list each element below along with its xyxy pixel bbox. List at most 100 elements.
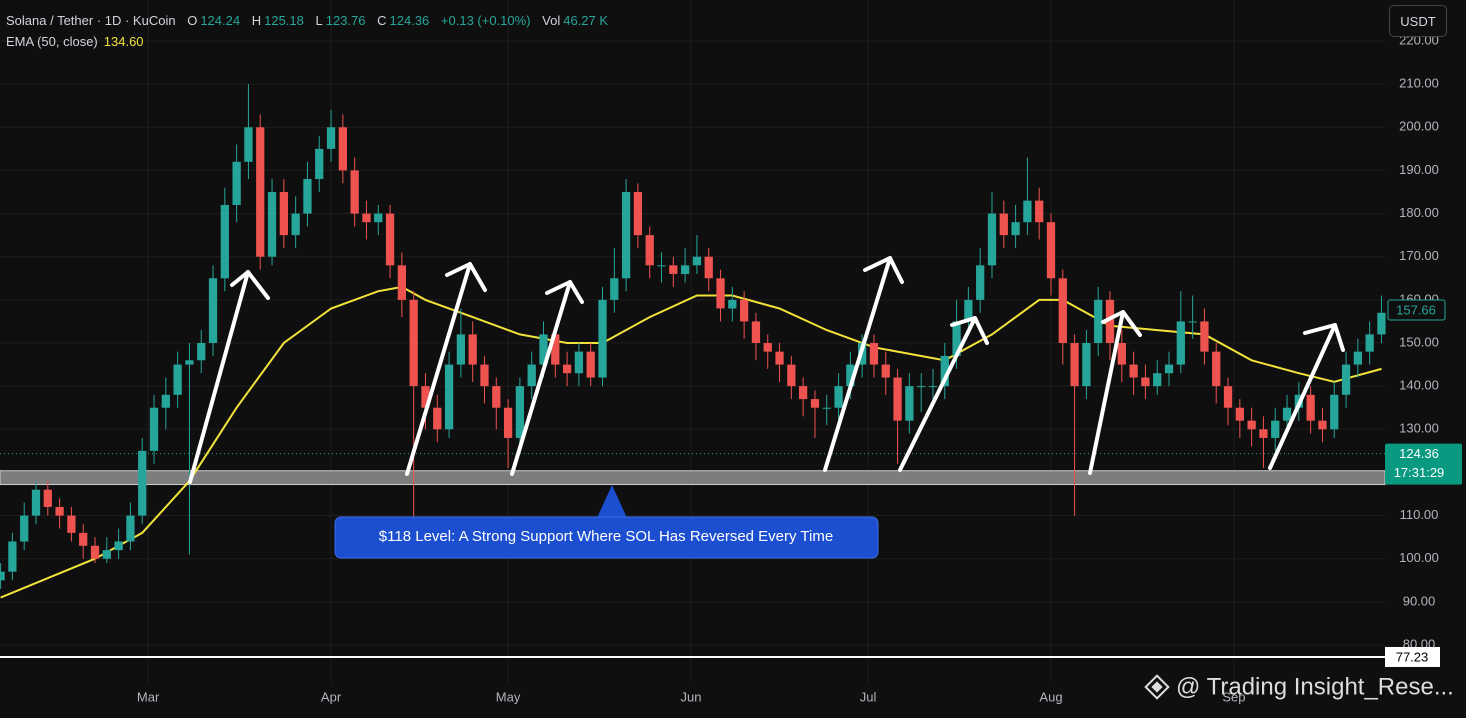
arrow-head bbox=[545, 280, 584, 304]
candle-body bbox=[397, 265, 406, 300]
candle-body bbox=[114, 541, 123, 551]
low-line-box bbox=[1385, 646, 1440, 667]
candle-body bbox=[633, 191, 643, 236]
candle-body bbox=[456, 334, 466, 365]
candle-body bbox=[740, 299, 749, 322]
candle-body bbox=[67, 515, 76, 533]
y-tick-label: 190.00 bbox=[1399, 162, 1439, 177]
candle-body bbox=[1094, 299, 1103, 344]
candle-body bbox=[1141, 377, 1150, 387]
arrow-head bbox=[863, 256, 904, 284]
ema-name: EMA (50, close) bbox=[6, 34, 98, 49]
candle-body bbox=[562, 364, 572, 374]
candle-body bbox=[1330, 394, 1339, 430]
arrows bbox=[188, 256, 1345, 484]
candle-body bbox=[1271, 420, 1280, 438]
candle-body bbox=[574, 351, 584, 374]
candle-body bbox=[680, 265, 690, 274]
candle-body bbox=[303, 179, 312, 214]
grid bbox=[0, 0, 1385, 683]
candle-body bbox=[1070, 343, 1079, 387]
c-label: C bbox=[377, 13, 387, 28]
price-mark-box bbox=[1387, 299, 1446, 321]
candle-body bbox=[1023, 200, 1032, 223]
candle-body bbox=[208, 278, 218, 344]
candle-body bbox=[362, 213, 371, 223]
candle-body bbox=[444, 364, 454, 430]
candle-body bbox=[1176, 321, 1185, 365]
candle-body bbox=[881, 364, 890, 378]
candle-body bbox=[161, 394, 170, 408]
candle-body bbox=[810, 399, 820, 408]
currency-button[interactable]: USDT bbox=[1389, 5, 1447, 37]
candle-body bbox=[1105, 299, 1115, 344]
candle-body bbox=[976, 265, 985, 300]
candle-body bbox=[220, 204, 229, 279]
candle-body bbox=[1188, 321, 1197, 323]
candle-body bbox=[79, 532, 88, 546]
candle-body bbox=[987, 213, 997, 266]
arrow-head bbox=[230, 270, 270, 300]
candle-body bbox=[515, 386, 525, 438]
h-label: H bbox=[251, 13, 262, 28]
low-value: 123.76 bbox=[325, 13, 366, 28]
candle-body bbox=[1235, 407, 1244, 421]
arrow bbox=[188, 270, 250, 484]
candle-body bbox=[503, 407, 513, 438]
candle-body bbox=[1341, 364, 1351, 395]
y-tick-label: 180.00 bbox=[1399, 205, 1439, 220]
candle-body bbox=[1212, 351, 1221, 387]
candle-body bbox=[1365, 334, 1374, 352]
vol-label: Vol bbox=[542, 13, 561, 28]
candle-body bbox=[1035, 200, 1044, 223]
candle-body bbox=[20, 515, 29, 542]
candle-body bbox=[834, 386, 843, 408]
candle-body bbox=[8, 541, 17, 572]
candle-body bbox=[692, 256, 702, 266]
arrow bbox=[823, 256, 892, 472]
candle-body bbox=[421, 386, 430, 408]
watermark-text: @ Trading Insight_Rese... bbox=[1176, 673, 1454, 700]
y-tick-label: 100.00 bbox=[1399, 550, 1439, 565]
callout-text: $118 Level: A Strong Support Where SOL H… bbox=[379, 528, 833, 545]
candle-body bbox=[527, 364, 536, 387]
y-tick-label: 210.00 bbox=[1399, 76, 1439, 91]
candle-body bbox=[267, 191, 277, 257]
candle-body bbox=[645, 235, 654, 266]
change-value: +0.13 (+0.10%) bbox=[440, 13, 531, 28]
watermark-icon bbox=[1144, 674, 1170, 700]
y-tick-label: 140.00 bbox=[1399, 378, 1439, 393]
candle-body bbox=[928, 386, 938, 388]
candle-body bbox=[126, 515, 135, 542]
candle-body bbox=[964, 299, 973, 322]
x-tick-label: Aug bbox=[1039, 689, 1062, 704]
candle-body bbox=[917, 386, 926, 388]
arrow-head bbox=[1101, 310, 1142, 337]
arrow bbox=[1268, 323, 1337, 470]
l-label: L bbox=[315, 13, 323, 28]
candle-body bbox=[716, 278, 725, 309]
x-tick-label: Jul bbox=[860, 689, 877, 704]
candle-body bbox=[669, 265, 678, 274]
candle-body bbox=[1164, 364, 1174, 374]
volume-value: 46.27 K bbox=[563, 13, 609, 28]
arrow-head bbox=[1303, 323, 1345, 352]
candle-body bbox=[350, 170, 359, 214]
candle-body bbox=[1318, 420, 1327, 430]
candle-body bbox=[197, 343, 206, 361]
candle-body bbox=[1247, 420, 1256, 430]
x-tick-label: Mar bbox=[137, 689, 160, 704]
candle-body bbox=[31, 489, 41, 516]
candle-body bbox=[385, 213, 395, 266]
candle-body bbox=[409, 299, 418, 387]
candle-body bbox=[1223, 386, 1233, 408]
candle-body bbox=[775, 351, 784, 365]
candle-body bbox=[1117, 343, 1126, 365]
x-tick-label: Sep bbox=[1222, 689, 1245, 704]
arrow-head bbox=[950, 316, 989, 345]
last-price-label: 124.36 bbox=[1399, 446, 1439, 461]
